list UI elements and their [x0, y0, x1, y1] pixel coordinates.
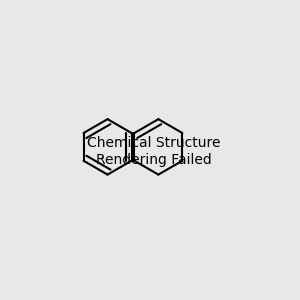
Text: Chemical Structure
Rendering Failed: Chemical Structure Rendering Failed: [87, 136, 220, 166]
